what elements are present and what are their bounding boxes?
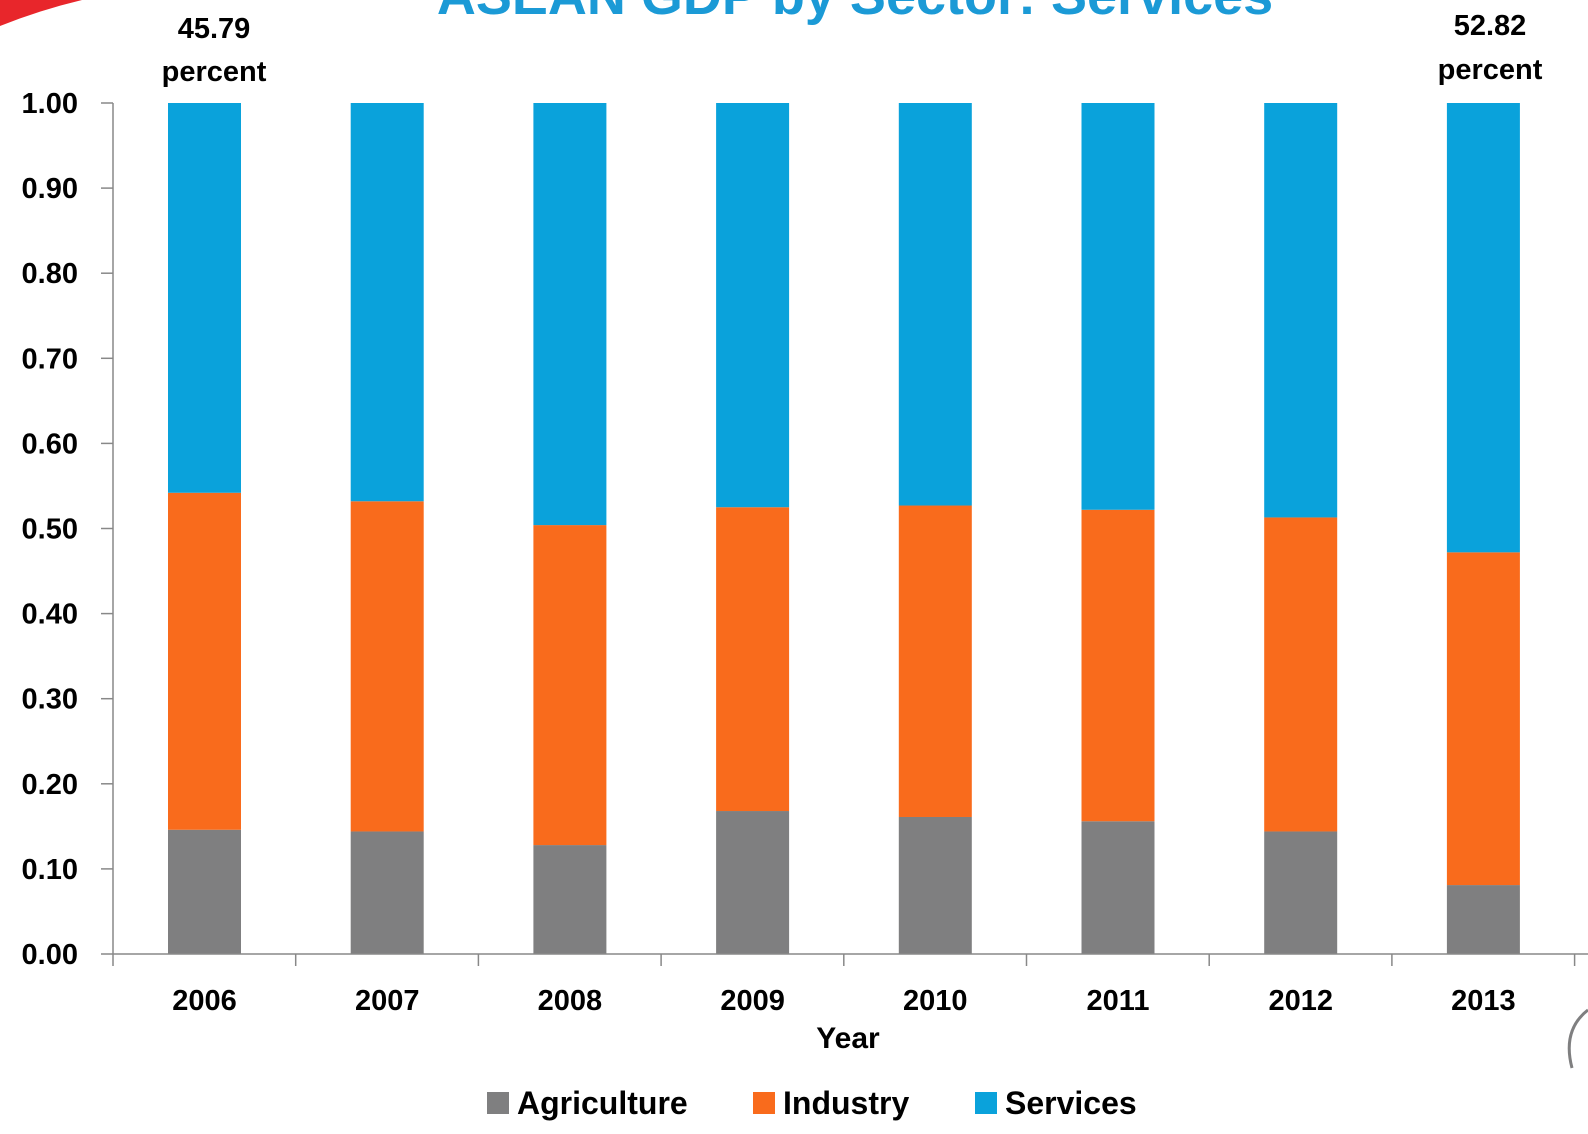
- x-tick-label: 2010: [903, 985, 968, 1017]
- y-tick-label: 0.70: [22, 343, 78, 375]
- annotation-unit: percent: [1438, 54, 1543, 86]
- y-tick-label: 0.90: [22, 173, 78, 205]
- x-tick-label: 2007: [355, 985, 420, 1017]
- bar-services-2010: [898, 103, 972, 506]
- x-tick-label: 2006: [172, 985, 237, 1017]
- x-tick-label: 2013: [1451, 985, 1516, 1017]
- bar-agriculture-2010: [898, 816, 972, 954]
- bar-industry-2008: [533, 525, 607, 846]
- y-tick-label: 0.20: [22, 769, 78, 801]
- bar-industry-2010: [898, 505, 972, 817]
- legend-label-services: Services: [1005, 1085, 1137, 1121]
- bar-agriculture-2009: [716, 811, 790, 954]
- edge-circle-decor: [1567, 1008, 1588, 1069]
- annotation-unit: percent: [162, 56, 267, 88]
- bar-services-2013: [1446, 103, 1520, 553]
- bar-services-2011: [1081, 103, 1155, 510]
- bar-industry-2006: [168, 492, 241, 830]
- bar-services-2009: [716, 103, 790, 508]
- bar-industry-2013: [1446, 552, 1520, 886]
- y-tick-label: 0.80: [22, 258, 78, 290]
- x-tick-label: 2009: [720, 985, 785, 1017]
- bar-industry-2012: [1264, 517, 1338, 832]
- y-tick-label: 0.10: [22, 854, 78, 886]
- y-tick-label: 0.00: [22, 939, 78, 971]
- bar-agriculture-2013: [1446, 885, 1520, 954]
- bar-services-2007: [350, 103, 424, 502]
- x-axis-ticks: 2006 2007 2008 2009 2010 2011 2012 2013: [112, 954, 1576, 1017]
- legend-swatch-industry: [753, 1092, 775, 1114]
- x-tick-label: 2011: [1087, 985, 1150, 1017]
- y-axis-ticks: 0.00 0.10 0.20 0.30 0.40 0.50 0.60 0.70 0.80 0.90…: [22, 88, 113, 971]
- x-tick-label: 2012: [1268, 985, 1333, 1017]
- y-tick-label: 0.40: [22, 599, 78, 631]
- legend: Agriculture Industry Services: [487, 1085, 1137, 1121]
- bar-agriculture-2007: [350, 831, 424, 954]
- bar-agriculture-2006: [168, 829, 241, 954]
- bar-industry-2011: [1081, 509, 1155, 822]
- bar-agriculture-2008: [533, 845, 607, 954]
- x-tick-label: 2008: [538, 985, 603, 1017]
- bar-agriculture-2011: [1081, 821, 1155, 954]
- bar-services-2006: [168, 103, 241, 493]
- legend-label-agriculture: Agriculture: [517, 1085, 688, 1121]
- bar-services-2012: [1264, 103, 1338, 518]
- legend-swatch-services: [975, 1092, 997, 1114]
- bar-industry-2009: [716, 507, 790, 812]
- corner-accent-swoosh: [0, 0, 82, 26]
- y-tick-label: 1.00: [22, 88, 78, 120]
- x-axis-label: Year: [816, 1022, 880, 1055]
- y-tick-label: 0.60: [22, 428, 78, 460]
- bar-industry-2007: [350, 501, 424, 832]
- y-tick-label: 0.30: [22, 684, 78, 716]
- bar-agriculture-2012: [1264, 831, 1338, 954]
- bar-services-2008: [533, 103, 607, 526]
- annotation-value: 52.82: [1454, 10, 1527, 42]
- y-tick-label: 0.50: [22, 514, 78, 546]
- chart-title: ASEAN GDP by Sector: Services: [437, 0, 1273, 26]
- legend-swatch-agriculture: [487, 1092, 509, 1114]
- annotation-value: 45.79: [178, 13, 251, 45]
- annotations: 45.79 percent 52.82 percent: [162, 10, 1543, 88]
- bars: [168, 103, 1520, 954]
- legend-label-industry: Industry: [783, 1085, 909, 1121]
